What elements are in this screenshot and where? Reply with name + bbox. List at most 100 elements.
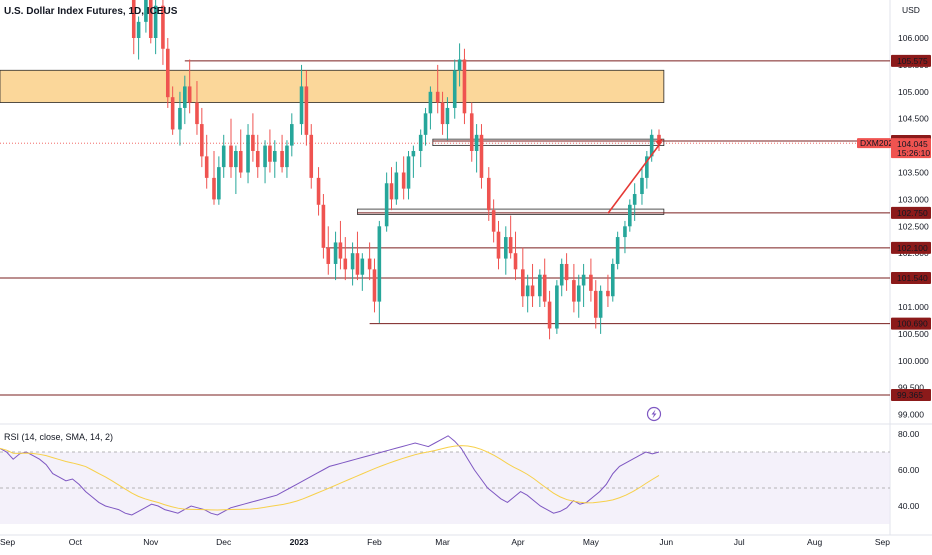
candle-body — [572, 280, 576, 302]
price-markers: 105.575104.085102.750102.100101.540100.6… — [857, 54, 931, 401]
current-price-bg — [891, 138, 931, 159]
level-marker-label: 101.540 — [897, 273, 928, 283]
candle-body — [343, 258, 348, 270]
candle — [268, 129, 272, 173]
candle-body — [581, 274, 586, 286]
candle-body — [521, 269, 525, 297]
time-axis: Sep Oct Nov Dec 2023 Feb Mar Apr May Jun Jul Aug Sep — [0, 537, 890, 547]
candle — [280, 134, 284, 173]
candle — [628, 199, 632, 232]
candle — [445, 97, 450, 141]
level-marker-label: 105.575 — [897, 56, 928, 66]
rsi-line — [0, 435, 660, 516]
candle-body — [423, 113, 428, 135]
candle — [547, 290, 552, 340]
candle-body — [576, 285, 581, 302]
zone-box — [357, 208, 665, 215]
candle-body — [564, 263, 569, 281]
candle-body — [272, 150, 277, 162]
time-tick-label: Sep — [875, 537, 890, 547]
candle — [610, 258, 615, 302]
candle-body — [530, 285, 535, 297]
candle-body — [217, 167, 221, 200]
candle-body — [593, 290, 598, 318]
time-tick-label: May — [583, 537, 600, 547]
candle — [195, 81, 199, 135]
candle — [165, 38, 170, 108]
candle — [377, 220, 382, 324]
zone-box — [432, 138, 665, 146]
candle — [309, 124, 314, 189]
horizontal-levels — [0, 60, 890, 396]
rsi-tick-label: 60.00 — [898, 465, 920, 475]
candle-body — [389, 183, 394, 200]
candle-body — [491, 210, 496, 232]
current-price-label: 104.045 — [897, 139, 928, 149]
candle — [360, 253, 365, 291]
candle — [321, 194, 326, 259]
time-tick-label: Jun — [659, 537, 673, 547]
time-tick-label: Dec — [216, 537, 232, 547]
candle-body — [326, 247, 331, 264]
trend-arrow-head — [655, 138, 664, 146]
candle — [606, 274, 610, 307]
price-tick-label: 106.000 — [898, 33, 929, 43]
time-tick-label: Jul — [734, 537, 745, 547]
candle-body — [316, 177, 321, 205]
price-tick-label: 100.500 — [898, 329, 929, 339]
candle-body — [615, 237, 620, 264]
time-tick-label: Oct — [69, 537, 83, 547]
candle — [496, 220, 501, 270]
level-marker-label: 100.690 — [897, 319, 928, 329]
candle-body — [486, 177, 491, 211]
candle-body — [628, 204, 632, 227]
candle-body — [462, 59, 467, 114]
countdown-label: 15:26:10 — [897, 148, 930, 158]
candle — [538, 269, 542, 307]
candle-body — [178, 107, 182, 130]
candle-body — [350, 253, 355, 270]
alert-icon[interactable] — [646, 406, 662, 422]
candle-body — [525, 285, 530, 297]
level-marker-bg — [891, 388, 931, 401]
candle-body — [606, 290, 610, 297]
candle-body — [338, 242, 343, 259]
candle-body — [321, 204, 326, 248]
candle — [411, 145, 416, 178]
candle-body — [394, 172, 399, 200]
candle-body — [657, 134, 661, 144]
candle — [645, 150, 649, 189]
candle-body — [457, 59, 462, 71]
level-price-marker: 101.540 — [891, 271, 931, 284]
rsi-tick-label: 40.00 — [898, 501, 920, 511]
candle — [491, 199, 496, 243]
candle — [542, 258, 547, 307]
candle-body — [508, 237, 513, 254]
candle — [246, 124, 250, 184]
price-tick-label: 100.000 — [898, 356, 929, 366]
indicator-title: RSI (14, close, SMA, 14, 2) — [4, 432, 113, 442]
candle — [136, 16, 141, 60]
candle-body — [589, 274, 593, 291]
candle — [469, 102, 474, 162]
candle-body — [309, 134, 314, 178]
candle — [272, 140, 277, 178]
candle-body — [304, 86, 309, 135]
candle-body — [610, 263, 615, 297]
candle — [229, 118, 233, 178]
level-marker-bg — [891, 271, 931, 284]
time-tick-label: Apr — [511, 537, 524, 547]
candle-body — [469, 113, 474, 151]
price-tick-label: 104.500 — [898, 114, 929, 124]
candle-body — [384, 183, 389, 227]
candle-body — [538, 274, 542, 297]
candle-body — [649, 134, 654, 157]
candle-body — [285, 145, 289, 168]
candle — [304, 70, 309, 146]
candle — [423, 107, 428, 146]
candle-body — [452, 70, 457, 108]
candle — [367, 242, 372, 281]
candle — [508, 215, 513, 259]
candle-body — [246, 134, 250, 173]
